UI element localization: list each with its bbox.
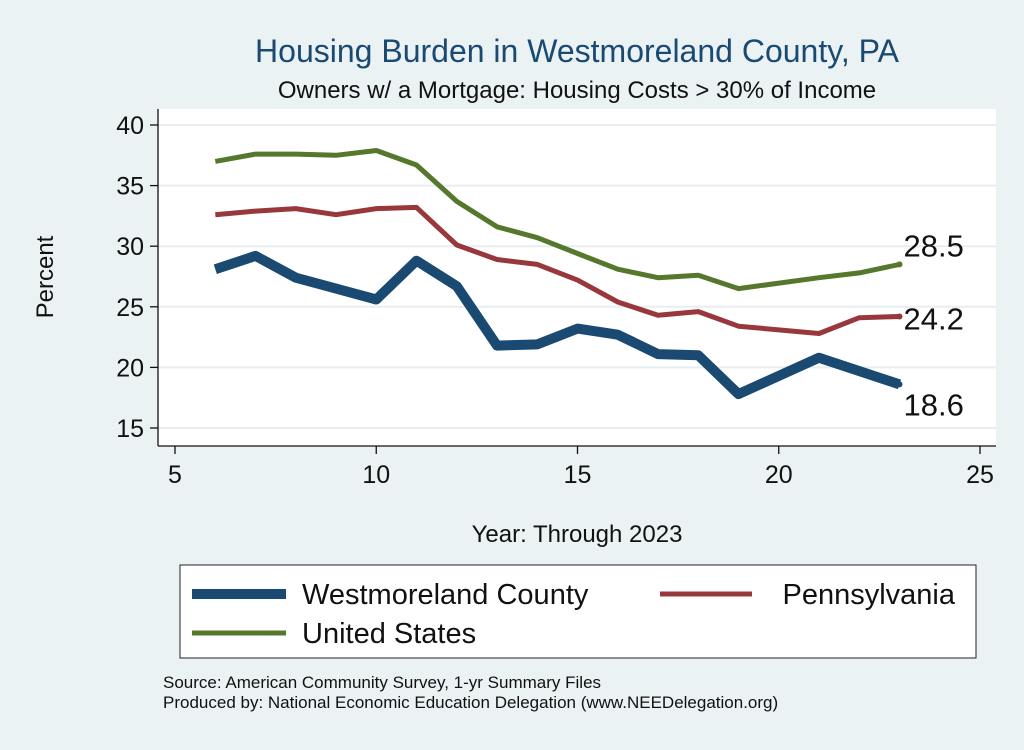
legend-label: Pennsylvania bbox=[783, 579, 956, 611]
x-tick-label: 20 bbox=[765, 461, 793, 489]
footer-producer: Produced by: National Economic Education… bbox=[163, 693, 778, 712]
y-axis-title: Percent bbox=[32, 235, 59, 318]
x-tick-label: 15 bbox=[564, 461, 592, 489]
series-line-2 bbox=[215, 204, 900, 336]
footer-source: Source: American Community Survey, 1-yr … bbox=[163, 673, 601, 692]
end-point-marker bbox=[896, 261, 903, 268]
legend-label: Westmoreland County bbox=[302, 579, 589, 611]
y-tick-label: 15 bbox=[116, 415, 144, 443]
axes: 15 20 25 30 35 40 5 10 15 20 25 bbox=[116, 109, 996, 489]
end-point-marker bbox=[896, 381, 903, 388]
legend-box bbox=[179, 564, 977, 659]
series-layer bbox=[213, 148, 903, 400]
x-tick-label: 25 bbox=[966, 461, 994, 489]
x-axis-title: Year: Through 2023 bbox=[472, 521, 683, 548]
legend-label: United States bbox=[302, 618, 476, 650]
y-tick-label: 30 bbox=[116, 233, 144, 261]
chart-subtitle: Owners w/ a Mortgage: Housing Costs > 30… bbox=[278, 77, 876, 104]
legend: Westmoreland County Pennsylvania United St… bbox=[192, 579, 956, 650]
y-tick-label: 25 bbox=[116, 294, 144, 322]
end-value-label: 28.5 bbox=[904, 228, 964, 263]
end-value-label: 18.6 bbox=[904, 387, 964, 422]
x-tick-label: 5 bbox=[168, 461, 182, 489]
chart-title: Housing Burden in Westmoreland County, P… bbox=[255, 33, 900, 69]
y-tick-label: 35 bbox=[116, 173, 144, 201]
x-tick-label: 10 bbox=[362, 461, 390, 489]
y-tick-label: 40 bbox=[116, 112, 144, 140]
series-line-1 bbox=[213, 250, 902, 400]
y-tick-label: 20 bbox=[116, 354, 144, 382]
grid-lines bbox=[158, 124, 996, 429]
end-point-marker bbox=[896, 313, 903, 320]
end-value-label: 24.2 bbox=[904, 301, 964, 336]
end-labels: 18.6 24.2 28.5 bbox=[904, 228, 964, 422]
series-line-3 bbox=[214, 148, 901, 292]
